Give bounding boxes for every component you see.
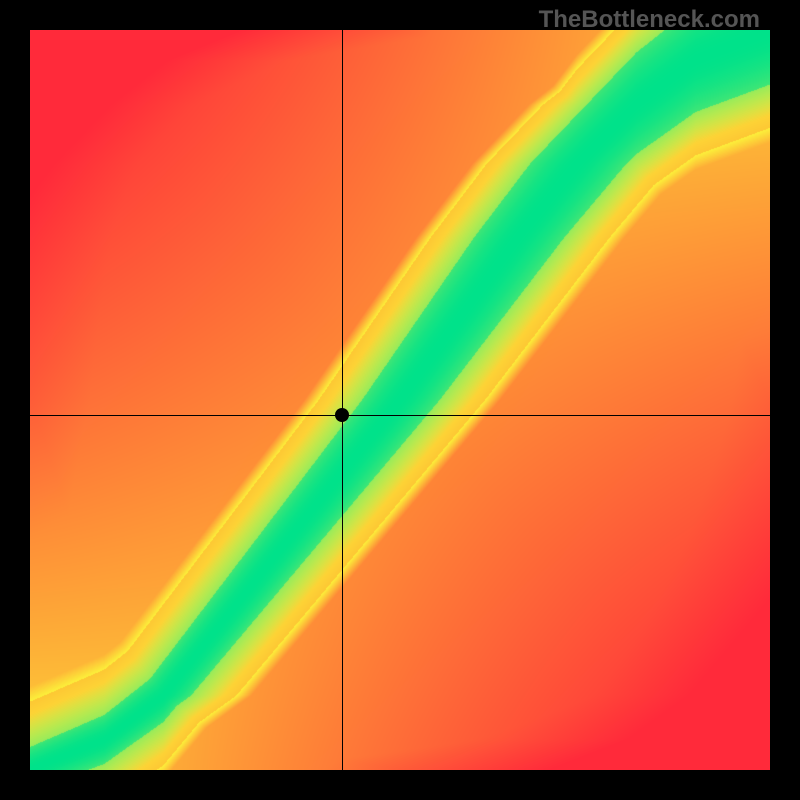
data-point-marker bbox=[335, 408, 349, 422]
heatmap-canvas bbox=[30, 30, 770, 770]
crosshair-horizontal bbox=[30, 415, 770, 416]
chart-container: TheBottleneck.com bbox=[0, 0, 800, 800]
plot-area bbox=[30, 30, 770, 770]
crosshair-vertical bbox=[342, 30, 343, 770]
watermark-text: TheBottleneck.com bbox=[539, 6, 760, 34]
